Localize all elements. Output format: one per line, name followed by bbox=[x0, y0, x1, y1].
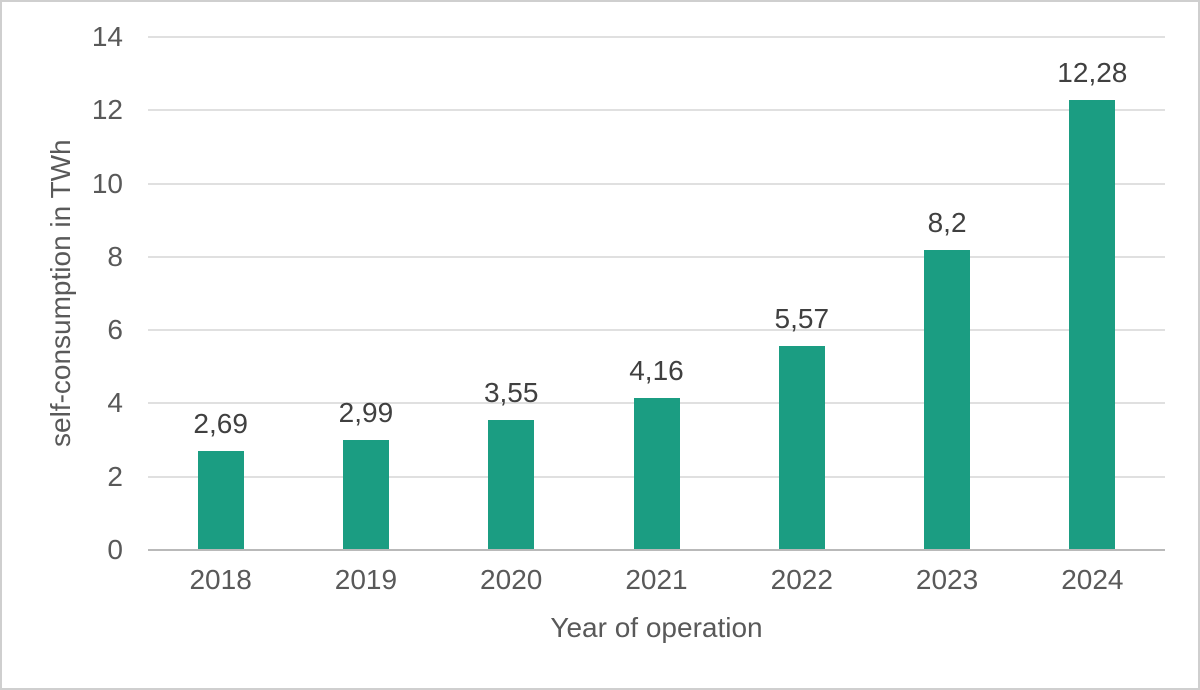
x-axis-title: Year of operation bbox=[550, 612, 763, 643]
x-tick-label-2020: 2020 bbox=[480, 564, 543, 595]
x-axis-tick-labels: 2018 2019 2020 2021 2022 2023 2024 bbox=[148, 562, 1165, 602]
x-tick-label-2024: 2024 bbox=[1061, 564, 1124, 595]
y-tick-label-6: 6 bbox=[107, 314, 123, 346]
data-label-2023: 8,2 bbox=[927, 206, 967, 238]
bar-2019 bbox=[342, 440, 389, 550]
data-label-2020: 3,55 bbox=[483, 376, 539, 408]
x-tick-label-2022: 2022 bbox=[770, 564, 833, 595]
x-tick-label-2019: 2019 bbox=[334, 564, 398, 595]
y-tick-label-8: 8 bbox=[107, 240, 123, 272]
gridline-6 bbox=[148, 329, 1165, 332]
y-tick-label-2: 2 bbox=[107, 460, 123, 492]
data-label-2018: 2,69 bbox=[193, 408, 248, 440]
bar-2018 bbox=[197, 451, 244, 550]
bar-2020 bbox=[488, 419, 535, 550]
data-label-2022: 5,57 bbox=[774, 302, 830, 334]
bar-2022 bbox=[778, 345, 825, 550]
bar-2023 bbox=[924, 249, 971, 550]
y-tick-label-14: 14 bbox=[91, 21, 123, 52]
gridline-12 bbox=[148, 109, 1165, 112]
y-axis-tick-labels: 0 2 4 6 8 10 12 14 bbox=[2, 21, 123, 565]
x-tick-label-2021: 2021 bbox=[625, 564, 688, 595]
x-tick-label-2023: 2023 bbox=[915, 564, 979, 595]
y-tick-label-12: 12 bbox=[91, 94, 123, 126]
y-tick-label-0: 0 bbox=[107, 534, 123, 565]
bar-2021 bbox=[633, 397, 680, 550]
y-tick-label-4: 4 bbox=[107, 387, 123, 419]
plot-area: 2,69 2,99 3,55 4,16 5,57 8,2 12,28 bbox=[148, 36, 1165, 551]
data-label-2024: 12,28 bbox=[1057, 57, 1128, 89]
gridline-14 bbox=[148, 36, 1165, 38]
bar-2024 bbox=[1069, 100, 1116, 550]
x-axis-line bbox=[148, 549, 1165, 551]
x-tick-label-2018: 2018 bbox=[189, 564, 252, 595]
y-tick-label-10: 10 bbox=[91, 167, 123, 199]
gridline-8 bbox=[148, 255, 1165, 258]
data-label-2021: 4,16 bbox=[629, 354, 684, 386]
data-label-2019: 2,99 bbox=[338, 397, 394, 429]
gridline-10 bbox=[148, 182, 1165, 185]
